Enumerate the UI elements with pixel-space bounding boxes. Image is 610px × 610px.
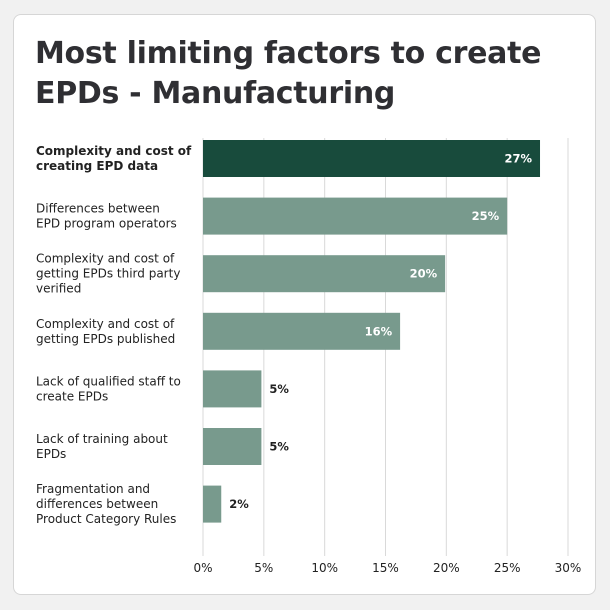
category-label: Fragmentation and differences between Prod… [36,482,176,526]
bar-value-label: 27% [504,152,532,166]
category-label-line: differences between [36,497,158,511]
bar-value-label: 16% [365,324,393,338]
bar [203,140,541,177]
category-label: Lack of qualified staff to create EPDs [36,374,181,403]
bar [203,370,262,408]
bar [203,312,401,350]
category-label: Complexity and cost of getting EPDs publi… [36,317,175,346]
x-tick-label: 15% [372,561,399,575]
bar [203,197,508,235]
bar-value-label: 25% [472,209,500,223]
category-label-line: EPD program operators [36,217,177,231]
category-label-line: getting EPDs published [36,332,175,346]
x-tick-label: 5% [254,561,273,575]
category-label-line: Product Category Rules [36,512,176,526]
x-tick-label: 20% [433,561,460,575]
bar [203,428,262,465]
x-tick-label: 10% [311,561,338,575]
chart-title: Most limiting factors to create EPDs - M… [35,36,542,111]
x-tick-label: 0% [193,561,212,575]
category-label-line: Lack of qualified staff to [36,374,181,388]
category-label-line: create EPDs [36,389,108,403]
category-label-line: Complexity and cost of [36,144,192,158]
category-label-line: Fragmentation and [36,482,150,496]
bar-value-label: 20% [410,267,438,281]
bar [203,485,222,523]
bar-value-label: 2% [229,497,249,511]
bar [203,255,446,293]
category-label-line: verified [36,282,81,296]
category-label-line: Complexity and cost of [36,317,175,331]
category-label-line: EPDs [36,447,66,461]
category-label-line: Lack of training about [36,432,168,446]
bar-value-label: 5% [269,440,289,454]
category-label-line: Differences between [36,202,160,216]
category-label: Complexity and cost of creating EPD data [36,144,192,173]
category-label: Differences between EPD program operators [36,202,177,231]
bar-value-label: 5% [269,382,289,396]
category-label-line: Complexity and cost of [36,252,175,266]
x-tick-label: 30% [555,561,582,575]
chart-card [13,14,596,595]
category-label: Lack of training about EPDs [36,432,168,461]
x-tick-label: 25% [494,561,521,575]
category-label-line: creating EPD data [36,159,158,173]
category-label-line: getting EPDs third party [36,267,180,281]
category-label: Complexity and cost of getting EPDs third… [36,252,180,296]
